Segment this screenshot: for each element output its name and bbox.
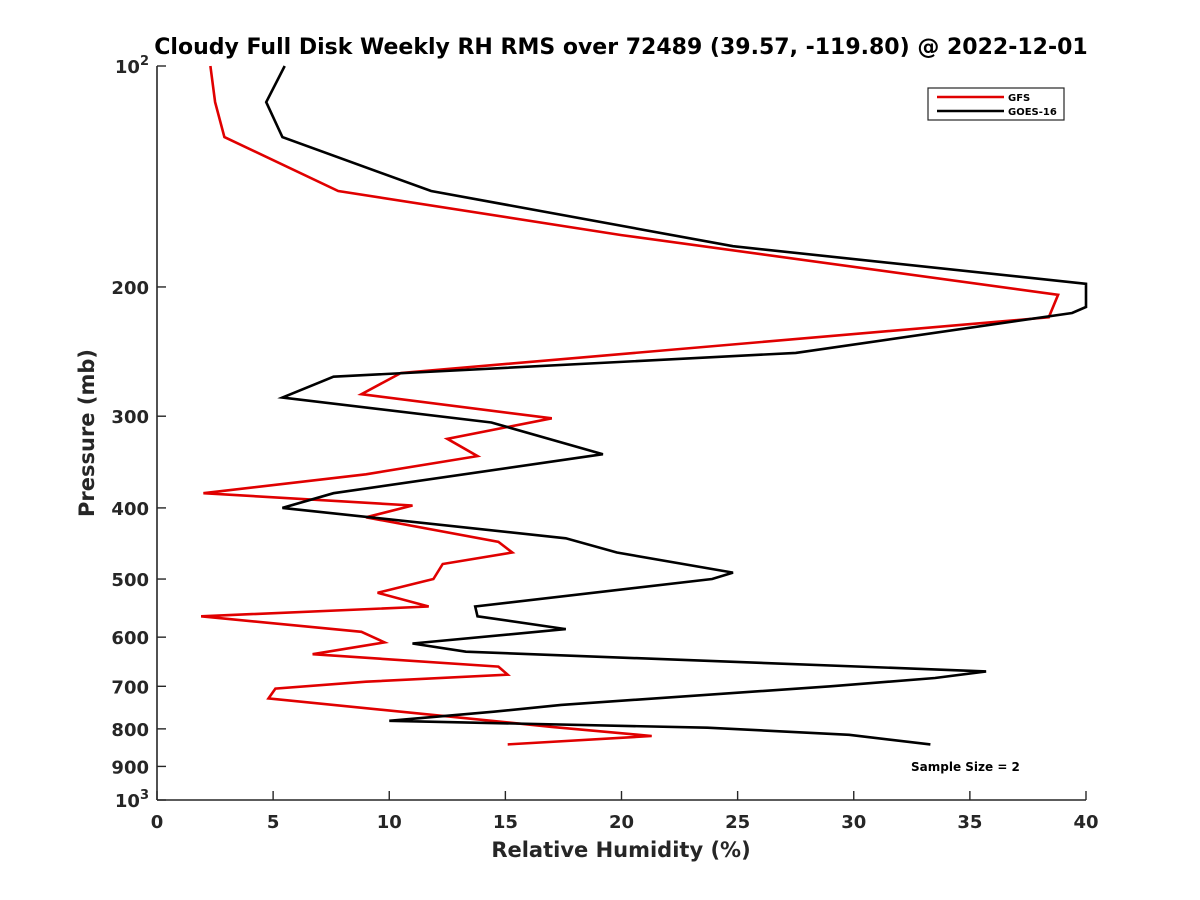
y-tick-base: 400	[111, 499, 149, 520]
y-tick-label: 200	[111, 278, 149, 299]
x-tick-label: 10	[377, 812, 402, 833]
series-line-goes-16	[264, 65, 1088, 746]
x-ticks: 0 5 10 15 20 25 30 35 40	[151, 791, 1099, 833]
y-tick-label: 500	[111, 570, 149, 591]
y-tick-base: 10	[115, 791, 140, 812]
y-axis-label: Pressure (mb)	[75, 349, 99, 517]
x-tick-label: 30	[841, 812, 866, 833]
series-lines	[200, 65, 1088, 746]
series-line-gfs	[200, 65, 1060, 746]
y-tick-base: 500	[111, 570, 149, 591]
x-tick-label: 0	[151, 812, 164, 833]
y-tick-label: 700	[111, 677, 149, 698]
x-tick-label: 35	[957, 812, 982, 833]
x-tick-label: 5	[267, 812, 280, 833]
plot-axes	[156, 66, 1086, 801]
legend: GFS GOES-16	[927, 87, 1065, 121]
y-tick-label: 900	[111, 757, 149, 778]
legend-label-gfs: GFS	[1008, 93, 1030, 104]
y-tick-base: 10	[115, 57, 140, 78]
y-tick-label: 300	[111, 407, 149, 428]
x-tick-label: 15	[493, 812, 518, 833]
y-tick-label: 600	[111, 628, 149, 649]
x-axis-label: Relative Humidity (%)	[491, 838, 750, 862]
y-tick-exponent: 2	[140, 54, 149, 69]
y-tick-base: 300	[111, 407, 149, 428]
sample-size-annotation: Sample Size = 2	[911, 760, 1020, 774]
x-tick-label: 25	[725, 812, 750, 833]
x-tick-label: 40	[1073, 812, 1098, 833]
y-tick-label: 103	[115, 788, 149, 812]
y-tick-label: 102	[115, 54, 149, 78]
y-tick-label: 400	[111, 499, 149, 520]
legend-label-goes-16: GOES-16	[1008, 107, 1057, 118]
y-tick-base: 600	[111, 628, 149, 649]
y-tick-exponent: 3	[140, 788, 149, 803]
chart-title: Cloudy Full Disk Weekly RH RMS over 7248…	[154, 35, 1087, 60]
y-tick-base: 200	[111, 278, 149, 299]
y-tick-base: 800	[111, 720, 149, 741]
x-tick-label: 20	[609, 812, 634, 833]
y-tick-base: 900	[111, 757, 149, 778]
y-tick-base: 700	[111, 677, 149, 698]
legend-box	[927, 87, 1065, 121]
y-tick-label: 800	[111, 720, 149, 741]
